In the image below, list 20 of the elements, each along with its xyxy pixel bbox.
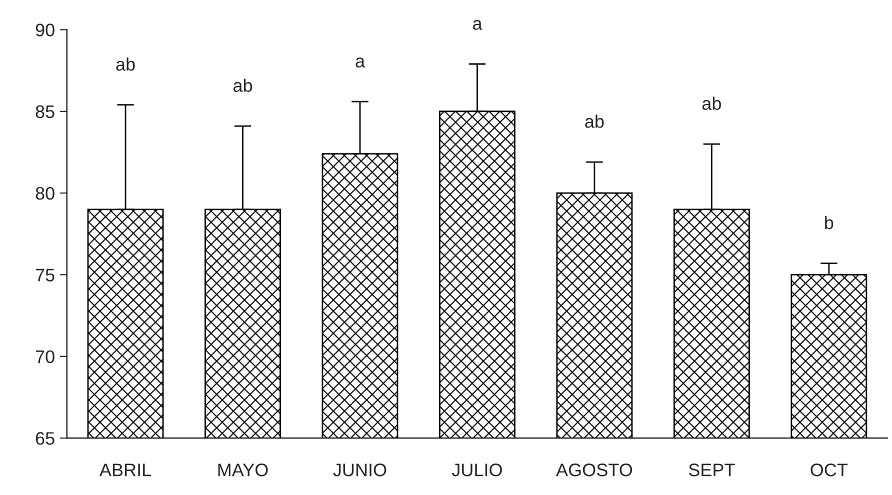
x-tick-label: AGOSTO [556,464,632,476]
y-tick-label: 90 [36,24,54,36]
annotation: ab [233,78,252,92]
y-tick-label: 70 [36,350,54,364]
x-tick-label: OCT [810,464,848,476]
x-tick-label: JULIO [452,464,502,476]
x-tick-label: SEPT [688,464,735,476]
annotation: a [356,58,366,68]
x-tick-label: MAYO [218,464,268,476]
y-tick-label: 75 [36,268,54,282]
annotation: ab [585,114,604,128]
annotation: b [825,216,834,230]
annotation: ab [702,96,721,110]
annotation: ab [116,57,135,71]
annotation: a [472,20,482,30]
y-tick-label: 85 [36,105,54,118]
x-tick-label: ABRIL [99,464,152,476]
x-tick-label: JUNIO [333,464,386,476]
y-tick-label: 80 [36,186,54,200]
y-tick-label: 65 [36,432,54,445]
